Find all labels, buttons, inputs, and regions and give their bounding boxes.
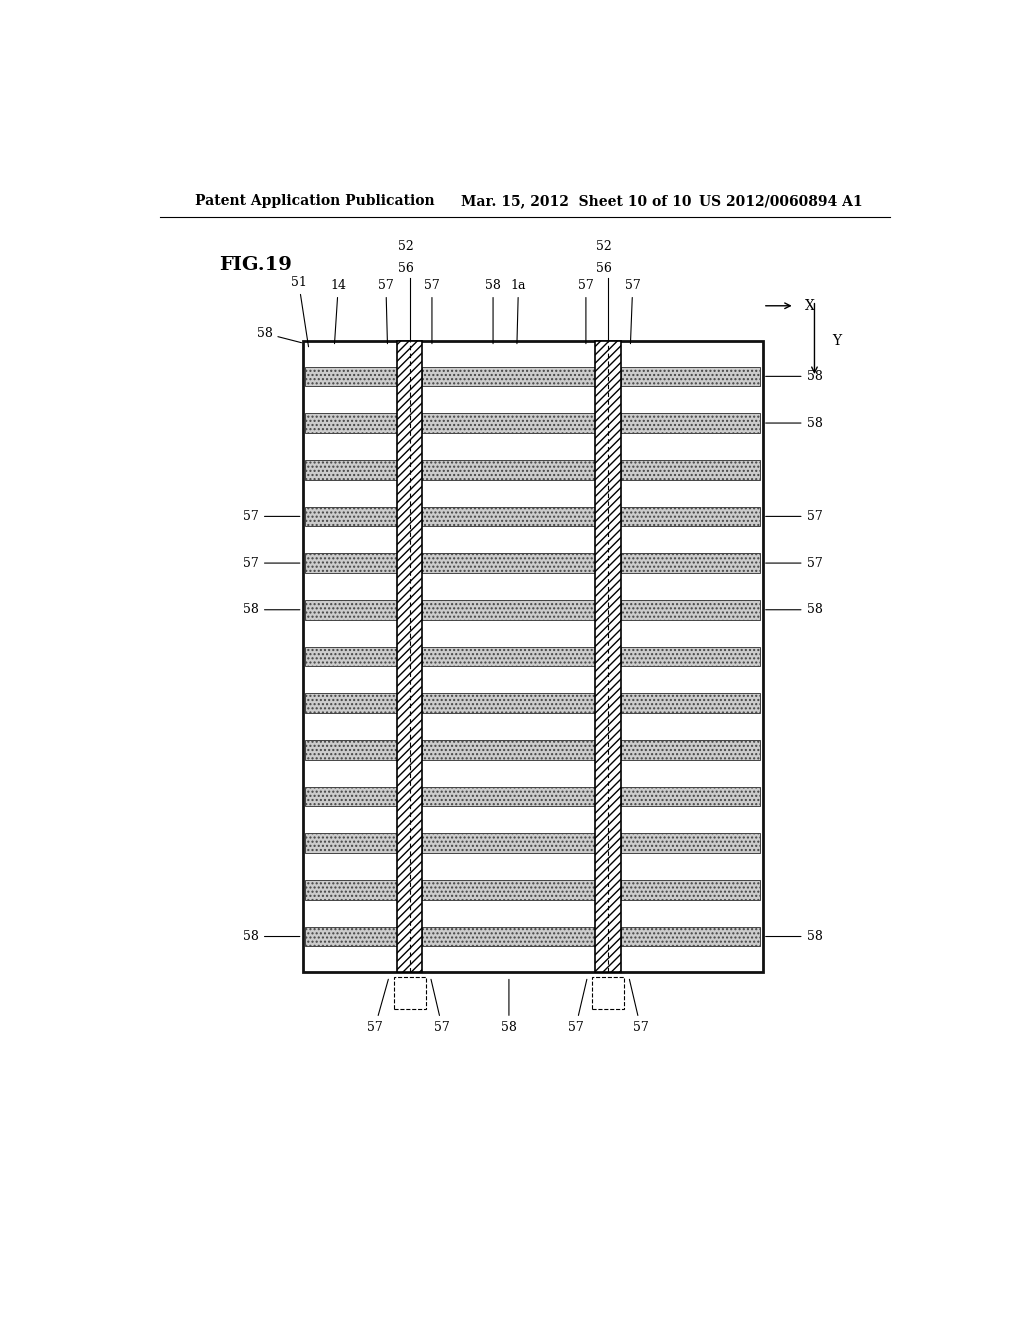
Text: 57: 57 (766, 510, 822, 523)
Bar (592, 977, 624, 1008)
Bar (621, 787, 761, 807)
Text: 58: 58 (766, 931, 822, 942)
Bar (423, 880, 595, 900)
Text: 57: 57 (367, 979, 388, 1034)
Bar (423, 553, 595, 573)
Bar (305, 927, 397, 946)
Text: 58: 58 (766, 417, 822, 429)
Text: US 2012/0060894 A1: US 2012/0060894 A1 (699, 194, 863, 209)
Bar (621, 367, 761, 387)
Bar (621, 647, 761, 667)
Bar (397, 342, 423, 972)
Bar (423, 367, 595, 387)
Bar (621, 459, 761, 479)
Bar (305, 553, 397, 573)
Bar (305, 647, 397, 667)
Bar (305, 459, 397, 479)
Text: 58: 58 (485, 279, 501, 343)
Text: 58: 58 (243, 603, 300, 616)
Text: 52: 52 (596, 240, 612, 253)
Text: FIG.19: FIG.19 (219, 256, 292, 275)
Text: 56: 56 (397, 263, 414, 276)
Text: 57: 57 (243, 557, 300, 569)
Text: 57: 57 (567, 979, 587, 1034)
Bar (305, 693, 397, 713)
Text: 57: 57 (625, 279, 641, 343)
Text: 57: 57 (578, 279, 594, 343)
Text: 56: 56 (596, 263, 612, 276)
Text: 58: 58 (766, 603, 822, 616)
Bar (621, 413, 761, 433)
Text: 57: 57 (431, 979, 451, 1034)
Bar (621, 553, 761, 573)
Text: 58: 58 (501, 979, 517, 1034)
Bar (423, 741, 595, 759)
Text: 58: 58 (257, 327, 301, 343)
Text: 57: 57 (243, 510, 300, 523)
Bar (423, 787, 595, 807)
Bar (621, 927, 761, 946)
Text: 57: 57 (630, 979, 648, 1034)
Text: 52: 52 (398, 240, 414, 253)
Bar (423, 601, 595, 619)
Text: X: X (805, 298, 815, 313)
Bar (303, 342, 763, 972)
Bar (305, 413, 397, 433)
Text: 58: 58 (766, 370, 822, 383)
Bar (621, 507, 761, 527)
Bar (621, 880, 761, 900)
Bar (423, 647, 595, 667)
Text: Patent Application Publication: Patent Application Publication (196, 194, 435, 209)
Bar (305, 601, 397, 619)
Bar (423, 833, 595, 853)
Bar (595, 342, 621, 972)
Text: 51: 51 (291, 276, 308, 347)
Bar (423, 507, 595, 527)
Bar (423, 413, 595, 433)
Bar (305, 787, 397, 807)
Text: 14: 14 (331, 279, 346, 343)
Bar (305, 880, 397, 900)
Bar (305, 507, 397, 527)
Text: 57: 57 (766, 557, 822, 569)
Bar (621, 693, 761, 713)
Text: 57: 57 (378, 279, 394, 343)
Bar (394, 977, 426, 1008)
Bar (423, 459, 595, 479)
Text: 1a: 1a (511, 279, 526, 343)
Bar (305, 833, 397, 853)
Text: 57: 57 (424, 279, 440, 343)
Bar (305, 741, 397, 759)
Text: 58: 58 (243, 931, 300, 942)
Text: Mar. 15, 2012  Sheet 10 of 10: Mar. 15, 2012 Sheet 10 of 10 (461, 194, 692, 209)
Bar (621, 741, 761, 759)
Bar (305, 367, 397, 387)
Bar (423, 927, 595, 946)
Text: Y: Y (831, 334, 841, 348)
Bar (621, 833, 761, 853)
Bar (621, 601, 761, 619)
Bar (423, 693, 595, 713)
